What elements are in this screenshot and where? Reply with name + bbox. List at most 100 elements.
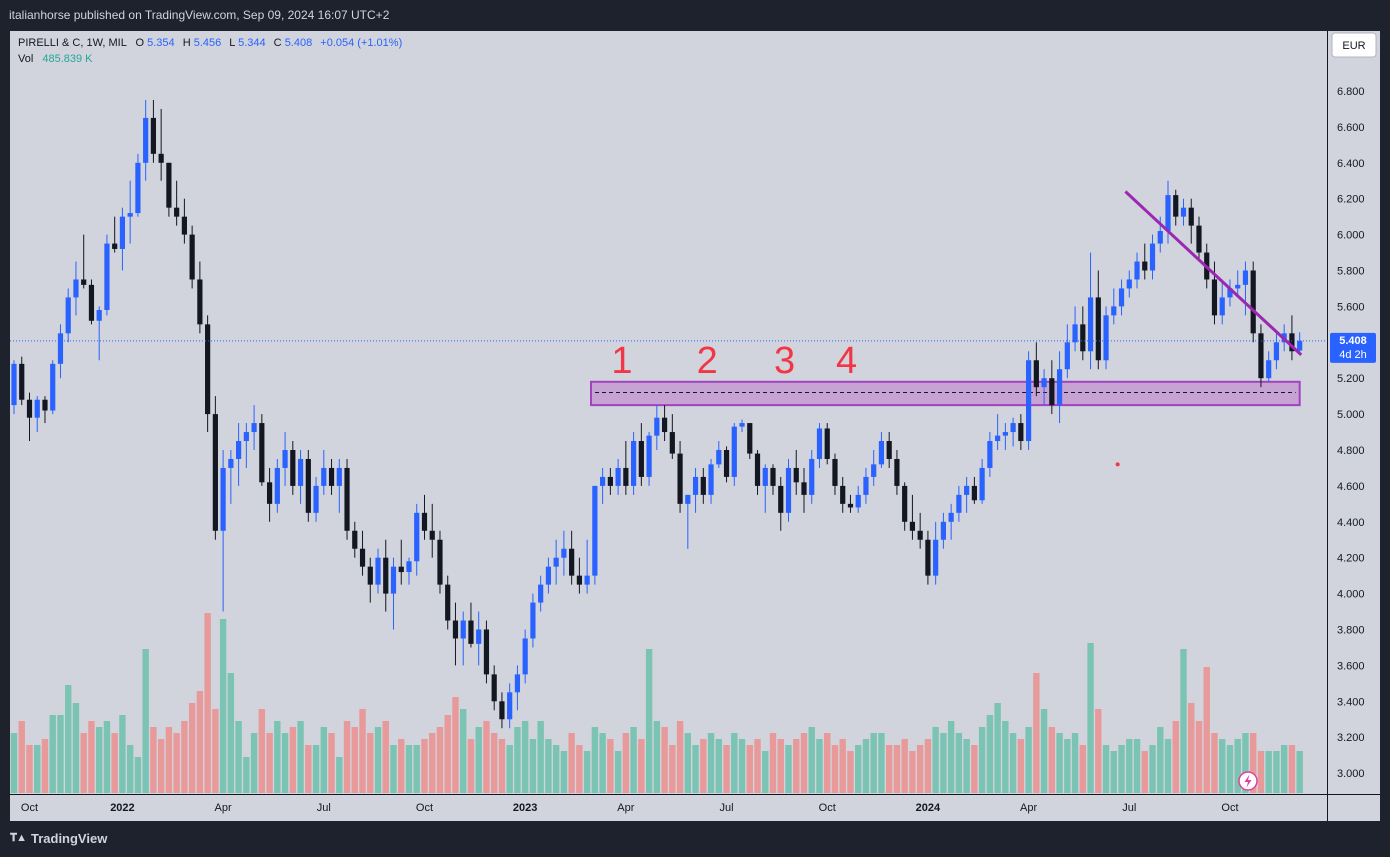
volume-bar	[281, 733, 289, 793]
candle	[1250, 261, 1256, 343]
publish-text: italianhorse published on TradingView.co…	[9, 8, 390, 22]
volume-bar	[847, 751, 854, 793]
candle-body	[282, 450, 288, 468]
volume-bar	[367, 733, 374, 793]
volume-bar	[591, 727, 599, 793]
volume-bar	[359, 709, 366, 793]
candle-body	[1235, 284, 1241, 289]
volume-bar	[870, 733, 877, 793]
candle-body	[220, 467, 226, 531]
volume-bar	[204, 613, 211, 793]
candle	[654, 405, 660, 450]
volume-bar	[398, 739, 405, 793]
candle-body	[925, 539, 931, 576]
volume-bar	[1157, 727, 1164, 793]
candle-body	[11, 363, 17, 406]
volume-bar	[645, 649, 653, 793]
time-tick-label: Jul	[1122, 802, 1136, 814]
candle-body	[205, 324, 211, 415]
candle-body	[460, 620, 466, 639]
legend-volume-label: Vol	[18, 53, 33, 65]
candle	[1142, 243, 1148, 280]
candle	[677, 441, 683, 513]
volume-bar	[1095, 709, 1102, 793]
candle-body	[1157, 231, 1163, 244]
volume-bar	[893, 745, 901, 793]
volume-bar	[630, 727, 637, 793]
candle	[421, 494, 428, 540]
volume-bar	[1234, 739, 1241, 793]
price-tick-label: 5.200	[1337, 373, 1365, 385]
candle-body	[375, 557, 381, 585]
candle	[1211, 261, 1218, 325]
candle-body	[1095, 297, 1101, 361]
candle	[514, 665, 521, 711]
candle	[1041, 369, 1047, 406]
candle	[754, 450, 761, 495]
candle-body	[1064, 342, 1070, 370]
candle-body	[669, 432, 675, 454]
candle	[584, 539, 590, 594]
candle-body	[1025, 360, 1032, 442]
candle	[19, 356, 25, 406]
candle	[692, 467, 699, 513]
volume-bar	[638, 739, 645, 793]
candle	[476, 611, 482, 666]
candle	[731, 423, 737, 486]
candle	[112, 216, 118, 253]
volume-bar	[88, 721, 95, 793]
candle-body	[406, 561, 412, 573]
price-tick-label: 6.600	[1337, 122, 1365, 134]
volume-bar	[444, 715, 451, 793]
candle	[1235, 270, 1241, 298]
volume-bar	[731, 733, 738, 793]
candle	[793, 450, 799, 495]
volume-bar	[1203, 667, 1210, 793]
tradingview-logo[interactable]: 𝐓▲ TradingView	[10, 831, 107, 846]
volume-bar	[320, 727, 327, 793]
candle-body	[166, 162, 172, 208]
volume-bar	[328, 733, 335, 793]
price-tick-label: 6.000	[1337, 230, 1365, 242]
candle	[801, 467, 807, 513]
currency-button[interactable]: EUR	[1331, 32, 1377, 58]
plot-area[interactable]	[10, 31, 1327, 794]
candle-body	[801, 482, 807, 495]
volume-bar	[80, 733, 87, 793]
candle-body	[979, 467, 985, 501]
time-tick-label: 2023	[513, 802, 537, 814]
volume-bar	[700, 739, 707, 793]
candle	[57, 324, 64, 379]
price-tick-label: 4.000	[1337, 589, 1365, 601]
legend-low-value: 5.344	[238, 37, 266, 49]
volume-bar	[312, 745, 320, 793]
price-tick-label: 5.000	[1337, 409, 1365, 421]
trendline[interactable]	[1124, 190, 1303, 356]
candle-body	[1250, 270, 1256, 334]
volume-bar	[1257, 751, 1265, 793]
candle-body	[414, 512, 420, 562]
candle-body	[1173, 195, 1179, 217]
candle	[220, 450, 226, 612]
price-axis[interactable]	[1328, 31, 1380, 794]
candle	[708, 458, 714, 504]
time-axis[interactable]	[10, 795, 1380, 821]
volume-bar	[111, 733, 118, 793]
volume-bar	[351, 727, 358, 793]
volume-bar	[614, 751, 622, 793]
candle-body	[328, 467, 335, 486]
legend-open-value: 5.354	[147, 37, 175, 49]
candle	[344, 458, 350, 540]
candle	[971, 476, 977, 504]
candle-body	[1266, 360, 1272, 379]
time-tick-label: Apr	[617, 802, 634, 814]
candle	[747, 423, 753, 459]
candle	[42, 396, 48, 424]
lightning-icon[interactable]	[1238, 771, 1258, 791]
volume-bar	[250, 733, 258, 793]
candle	[88, 279, 95, 325]
volume-bar	[808, 727, 815, 793]
volume-bar	[1040, 709, 1048, 793]
candle	[522, 629, 528, 684]
